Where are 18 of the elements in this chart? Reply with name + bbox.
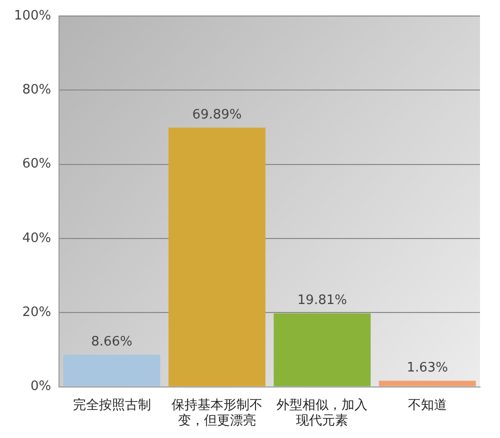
x-tick-label: 完全按照古制 <box>72 396 151 413</box>
y-tick-label: 20% <box>22 305 52 320</box>
y-tick-label: 60% <box>22 156 52 172</box>
bar <box>378 380 476 386</box>
y-tick-label: 40% <box>22 230 52 246</box>
data-label: 8.66% <box>91 334 132 350</box>
bar <box>274 313 371 386</box>
x-tick-label: 不知道 <box>408 398 447 413</box>
y-tick-label: 80% <box>22 82 52 98</box>
data-label: 1.63% <box>406 360 448 376</box>
y-tick-label: 0% <box>30 379 52 394</box>
x-tick-label: 保持基本形制不变，但更漂亮 <box>171 398 262 429</box>
x-tick-label: 外型相似，加入现代元素 <box>276 398 368 429</box>
data-label: 69.89% <box>192 108 242 123</box>
data-label: 19.81% <box>297 293 347 308</box>
bar <box>168 128 266 386</box>
bar <box>63 354 160 386</box>
y-tick-label: 100% <box>14 8 52 24</box>
